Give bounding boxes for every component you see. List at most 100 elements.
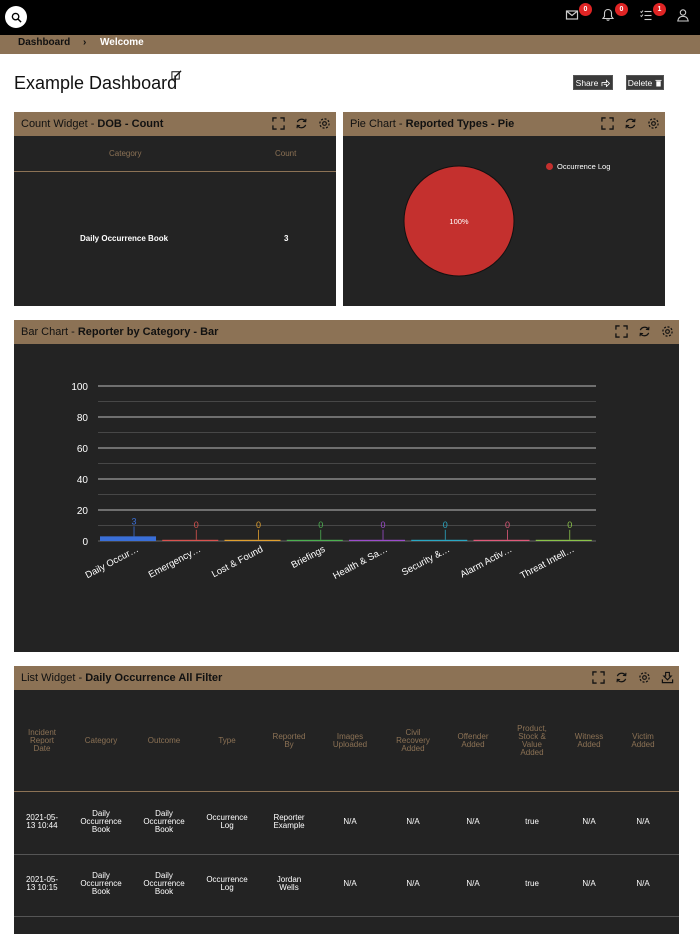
- legend-swatch: [546, 163, 553, 170]
- export-icon[interactable]: [661, 671, 674, 684]
- bar-value-label: 0: [194, 520, 199, 530]
- column-header[interactable]: Reported By: [272, 732, 306, 749]
- table-cell: Daily Occurrence Book: [80, 809, 122, 834]
- bar-widget-header: Bar Chart - Reporter by Category - Bar: [14, 320, 679, 344]
- bar-value-label: 3: [132, 516, 137, 526]
- bar-widget-title: Bar Chart - Reporter by Category - Bar: [21, 326, 219, 338]
- count-widget-header: Count Widget - DOB - Count: [14, 112, 336, 136]
- table-cell: true: [525, 817, 539, 826]
- mail-badge: 0: [579, 3, 592, 16]
- gear-icon[interactable]: [638, 671, 651, 684]
- pie-slice-occurrence-log[interactable]: [403, 165, 515, 277]
- x-tick-label: Security &…: [400, 544, 452, 578]
- breadcrumb: Dashboard › Welcome: [0, 35, 700, 54]
- tasks-button[interactable]: 1: [639, 3, 666, 26]
- column-header[interactable]: Offender Added: [457, 732, 489, 749]
- bar-value-label: 0: [443, 520, 448, 530]
- bar-value-label: 0: [505, 520, 510, 530]
- expand-icon[interactable]: [601, 117, 614, 130]
- refresh-icon[interactable]: [638, 325, 651, 338]
- column-header[interactable]: Civil Recovery Added: [396, 728, 430, 753]
- column-header[interactable]: Type: [218, 736, 236, 745]
- gear-icon[interactable]: [318, 117, 331, 130]
- gear-icon[interactable]: [647, 117, 660, 130]
- expand-icon[interactable]: [592, 671, 605, 684]
- table-cell: Daily Occurrence Book: [143, 871, 185, 896]
- gear-icon[interactable]: [661, 325, 674, 338]
- bar-value-label: 0: [567, 520, 572, 530]
- pie-widget: Pie Chart - Reported Types - Pie 100% Oc…: [343, 112, 665, 306]
- y-tick-label: 100: [71, 382, 88, 393]
- refresh-icon[interactable]: [295, 117, 308, 130]
- pie-chart: 100%: [403, 165, 515, 277]
- y-tick-label: 0: [82, 537, 88, 548]
- search-icon: [11, 12, 22, 23]
- page-title: Example Dashboard: [14, 73, 178, 93]
- table-cell: 2021-05- 13 10:44: [25, 813, 59, 830]
- column-header[interactable]: Category: [84, 736, 118, 745]
- table-row[interactable]: 2021-05- 13 10:15 Daily Occurrence Book Daily…: [14, 855, 679, 917]
- table-cell: N/A: [582, 879, 596, 888]
- search-button[interactable]: [5, 6, 27, 28]
- mail-button[interactable]: 0: [565, 3, 592, 26]
- y-tick-label: 20: [77, 506, 89, 517]
- column-header[interactable]: Victim Added: [631, 732, 655, 749]
- column-header[interactable]: Outcome: [147, 736, 181, 745]
- notifications-badge: 0: [615, 3, 628, 16]
- table-cell: 2021-05- 13 10:15: [25, 875, 59, 892]
- share-label: Share: [575, 77, 599, 88]
- table-cell: N/A: [636, 817, 650, 826]
- table-cell: Occurrence Log: [206, 813, 248, 830]
- trash-icon: [655, 79, 662, 86]
- bar-3[interactable]: [224, 539, 281, 541]
- count-row-category: Daily Occurrence Book: [80, 234, 169, 243]
- table-cell: Occurrence Log: [206, 875, 248, 892]
- delete-button[interactable]: Delete: [626, 75, 664, 90]
- pie-legend[interactable]: Occurrence Log: [546, 162, 610, 171]
- table-cell: N/A: [406, 817, 420, 826]
- x-tick-label: Daily Occur…: [84, 544, 141, 581]
- bar-1[interactable]: [100, 536, 157, 541]
- column-header[interactable]: Incident Report Date: [27, 728, 57, 753]
- share-button[interactable]: Share: [573, 75, 613, 90]
- bar-8[interactable]: [535, 539, 592, 541]
- refresh-icon[interactable]: [624, 117, 637, 130]
- bar-2[interactable]: [162, 539, 219, 541]
- bar-value-label: 0: [381, 520, 386, 530]
- column-header[interactable]: Images Uploaded: [332, 732, 368, 749]
- share-icon: [601, 78, 611, 87]
- table-cell: N/A: [406, 879, 420, 888]
- table-cell: N/A: [636, 879, 650, 888]
- count-widget-title: Count Widget - DOB - Count: [21, 118, 164, 130]
- table-cell: Daily Occurrence Book: [80, 871, 122, 896]
- list-widget-title: List Widget - Daily Occurrence All Filte…: [21, 672, 223, 684]
- bar-7[interactable]: [473, 539, 530, 541]
- bar-value-label: 0: [318, 520, 323, 530]
- breadcrumb-dashboard[interactable]: Dashboard: [18, 37, 71, 48]
- bar-5[interactable]: [349, 539, 406, 541]
- refresh-icon[interactable]: [615, 671, 628, 684]
- bar-widget: Bar Chart - Reporter by Category - Bar 1…: [14, 320, 679, 652]
- expand-icon[interactable]: [272, 117, 285, 130]
- edit-title-icon[interactable]: [171, 69, 182, 80]
- bar-6[interactable]: [411, 539, 468, 541]
- x-tick-label: Health & Sa…: [331, 544, 389, 582]
- notifications-button[interactable]: 0: [601, 3, 628, 26]
- delete-label: Delete: [627, 77, 653, 88]
- mail-icon: [565, 10, 579, 20]
- table-row[interactable]: 2021-05- 13 10:44 Daily Occurrence Book Daily…: [14, 793, 679, 855]
- table-cell: N/A: [466, 817, 480, 826]
- column-header[interactable]: Witness Added: [574, 732, 604, 749]
- pie-widget-title: Pie Chart - Reported Types - Pie: [350, 118, 515, 130]
- list-widget-header: List Widget - Daily Occurrence All Filte…: [14, 666, 679, 690]
- column-header[interactable]: Product, Stock & Value Added: [517, 724, 547, 757]
- expand-icon[interactable]: [615, 325, 628, 338]
- top-bar: 0 0 1: [0, 0, 700, 35]
- user-menu-button[interactable]: [676, 8, 694, 26]
- x-tick-label: Alarm Activ…: [459, 544, 515, 580]
- list-widget: List Widget - Daily Occurrence All Filte…: [14, 666, 679, 934]
- bell-icon: [601, 8, 615, 21]
- bar-4[interactable]: [286, 539, 343, 541]
- count-row-value: 3: [284, 234, 289, 243]
